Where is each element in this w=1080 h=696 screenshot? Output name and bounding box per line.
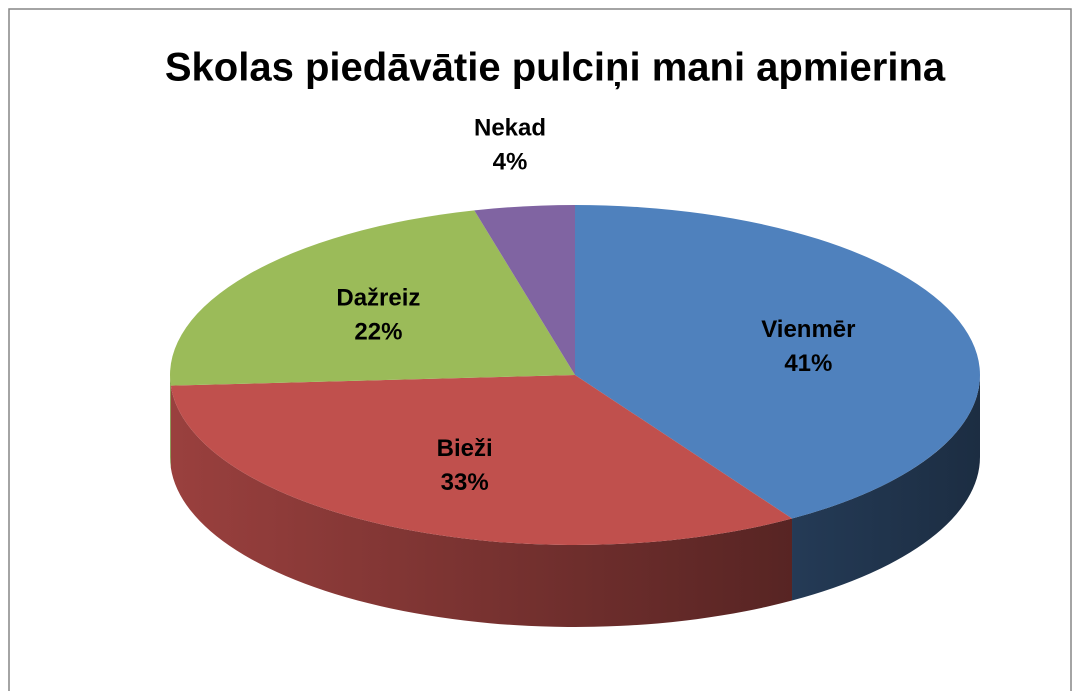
slice-label: Nekad — [474, 114, 546, 141]
slice-label: Bieži — [437, 435, 493, 462]
pie-slice — [474, 205, 575, 375]
slice-value-label: 22% — [354, 318, 402, 345]
slice-value-label: 33% — [441, 469, 489, 496]
slice-label: Vienmēr — [761, 316, 855, 343]
pie-slice — [170, 375, 793, 545]
pie-slice — [170, 210, 575, 386]
pie-slice-side — [170, 375, 171, 468]
pie-slice-side — [170, 385, 793, 627]
slice-label: Dažreiz — [336, 284, 420, 311]
slice-value-label: 41% — [784, 350, 832, 377]
chart-title: Skolas piedāvātie pulciņi mani apmierina — [165, 46, 946, 90]
pie-slice-side — [792, 375, 981, 601]
slice-value-label: 4% — [493, 148, 528, 175]
pie-slice — [575, 205, 981, 519]
